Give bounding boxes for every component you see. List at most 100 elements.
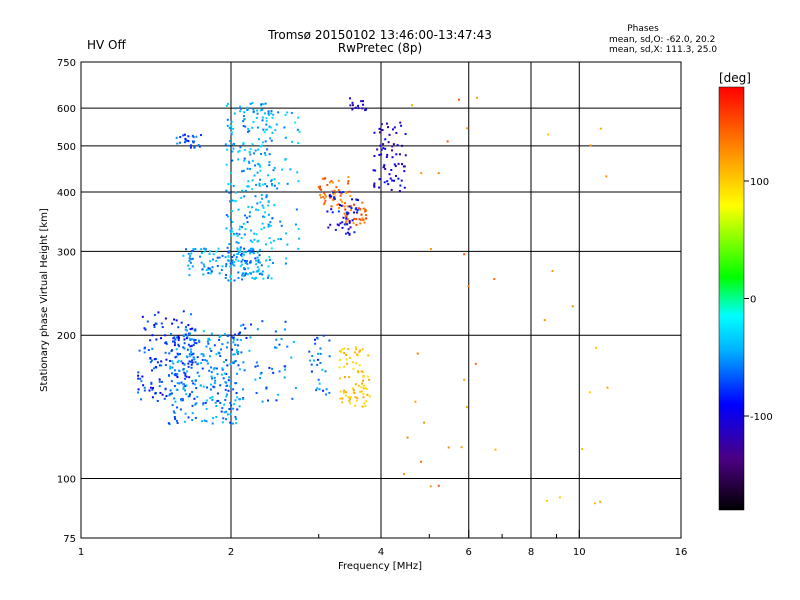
y-axis-label: Stationary phase Virtual Height [km] (39, 208, 50, 392)
data-point (271, 184, 274, 187)
data-point (354, 208, 357, 211)
data-point (311, 354, 314, 357)
data-point (172, 362, 175, 365)
data-point (296, 128, 299, 131)
data-point (255, 263, 258, 266)
data-point (215, 259, 218, 262)
data-point (155, 357, 158, 360)
data-point (275, 346, 278, 349)
data-point (328, 181, 331, 184)
data-point (227, 259, 230, 262)
data-point (347, 228, 350, 231)
data-point (254, 195, 257, 198)
data-point (182, 310, 185, 313)
data-point (347, 396, 350, 399)
data-point (225, 418, 228, 421)
data-point (225, 273, 228, 276)
data-point (330, 180, 333, 183)
data-point (336, 203, 339, 206)
data-point (460, 446, 463, 449)
phases-x-stats: mean, sd,X: 111.3, 25.0 (609, 45, 717, 55)
data-point (265, 196, 268, 199)
data-point (386, 180, 389, 183)
data-point (230, 199, 233, 202)
data-point (332, 193, 335, 196)
data-point (249, 247, 252, 250)
data-point (348, 205, 351, 208)
data-point (261, 116, 264, 119)
data-point (547, 133, 550, 136)
data-point (364, 109, 367, 112)
data-point (209, 250, 212, 253)
data-point (178, 345, 181, 348)
data-point (338, 191, 341, 194)
data-point (148, 389, 151, 392)
data-point (194, 416, 197, 419)
data-point (324, 199, 327, 202)
data-point (348, 232, 351, 235)
data-point (242, 398, 245, 401)
data-point (155, 322, 158, 325)
data-point (390, 188, 393, 191)
data-point (165, 358, 168, 361)
data-point (308, 350, 311, 353)
data-point (149, 356, 152, 359)
data-point (260, 264, 263, 267)
data-point (343, 365, 346, 368)
data-point (246, 221, 249, 224)
data-point (232, 353, 235, 356)
data-point (137, 374, 140, 377)
data-point (294, 387, 297, 390)
data-point (239, 265, 242, 268)
data-point (240, 260, 243, 263)
data-point (352, 211, 355, 214)
data-point (200, 362, 203, 365)
data-point (193, 329, 196, 332)
data-point (150, 381, 153, 384)
data-point (316, 337, 319, 340)
data-point (393, 126, 396, 129)
data-point (168, 374, 171, 377)
data-point (195, 402, 198, 405)
data-point (194, 247, 197, 250)
data-point (190, 348, 193, 351)
data-point (232, 184, 235, 187)
data-point (240, 252, 243, 255)
data-point (188, 337, 191, 340)
data-point (258, 182, 261, 185)
data-point (175, 348, 178, 351)
data-point (256, 328, 259, 331)
data-point (349, 395, 352, 398)
data-point (212, 258, 215, 261)
data-point (195, 135, 198, 138)
data-point (173, 336, 176, 339)
data-point (182, 254, 185, 257)
data-point (355, 362, 358, 365)
data-point (232, 388, 235, 391)
data-point (243, 111, 246, 114)
data-point (232, 338, 235, 341)
data-point (356, 208, 359, 211)
data-point (261, 400, 264, 403)
data-point (267, 200, 270, 203)
data-point (154, 365, 157, 368)
data-point (173, 385, 176, 388)
data-point (268, 125, 271, 128)
data-point (343, 212, 346, 215)
data-point (215, 250, 218, 253)
data-point (225, 395, 228, 398)
data-point (227, 144, 230, 147)
data-point (268, 256, 271, 259)
data-point (233, 333, 236, 336)
data-point (253, 174, 256, 177)
data-point (279, 238, 282, 241)
data-point (242, 159, 245, 162)
data-point (345, 353, 348, 356)
data-point (224, 333, 227, 336)
data-point (227, 334, 230, 337)
data-point (229, 218, 232, 221)
data-point (179, 352, 182, 355)
x-axis: 1 2 4 6 8 10 16 (78, 530, 687, 558)
data-point (588, 391, 591, 394)
data-point (212, 253, 215, 256)
